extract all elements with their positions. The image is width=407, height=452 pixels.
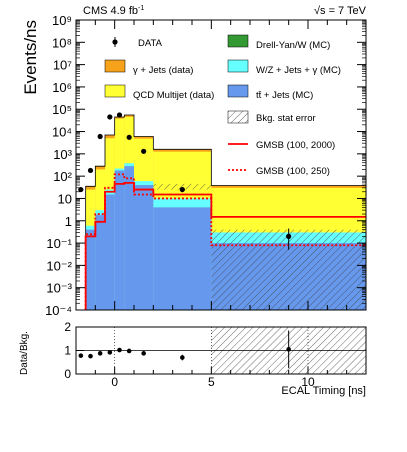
main-frame [75, 19, 367, 311]
legend-label-data: DATA [138, 38, 163, 49]
y-tick-label-1: 10⁻³ [46, 281, 72, 296]
legend-label-gmsb-250: GMSB (100, 250) [256, 166, 330, 177]
signal-lines [84, 173, 366, 310]
ratio-point-5 [126, 348, 132, 354]
y-tick-label-5: 10 [58, 191, 72, 206]
ratio-points [78, 330, 291, 369]
data-point-5 [126, 134, 132, 140]
main-axes: 10⁻⁴ 10⁻³ 10⁻² 10⁻¹ 1 10 10² 10³ 10⁴ 10⁵ 10⁶ 10⁷ 10⁸… [45, 13, 367, 318]
legend-swatch-wz-jets [227, 59, 249, 73]
data-point-4 [116, 112, 123, 118]
data-point-1 [87, 167, 94, 174]
data-point-0 [78, 186, 84, 193]
legend-swatch-bkg-error [227, 110, 249, 124]
y-axis-title: Events/ns [21, 20, 40, 95]
ratio-y-tick-label-2: 2 [64, 320, 71, 334]
ratio-axes: 0 1 2 0 5 10 [64, 320, 367, 389]
y-tick-label-9: 10⁵ [52, 102, 72, 117]
y-tick-label-10: 10⁶ [52, 80, 72, 95]
stack-bar-series-3-bin-2 [105, 194, 115, 310]
legend: DATA γ + Jets (data) QCD Multijet (data) Dr… [104, 34, 341, 177]
data-points [78, 112, 292, 250]
ratio-plot: 0 1 2 0 5 10 [64, 320, 367, 389]
data-point-6 [141, 148, 147, 154]
legend-label-wz-jets: W/Z + Jets + γ (MC) [256, 65, 341, 76]
ratio-point-3 [107, 350, 113, 355]
y-tick-label-7: 10³ [53, 147, 72, 162]
cms-lumi-label: CMS 4.9 fb-1 [83, 5, 144, 17]
x-tick-label-0: 0 [111, 375, 118, 389]
y-tick-label-0: 10⁻⁴ [45, 303, 72, 318]
y-tick-label-11: 10⁷ [53, 58, 72, 73]
x-axis-title: ECAL Timing [ns] [281, 385, 366, 397]
ratio-point-6 [141, 351, 146, 356]
legend-swatch-gamma-jets [104, 59, 126, 73]
ratio-point-8 [286, 347, 291, 352]
stack-outline [85, 114, 367, 310]
ratio-point-0 [78, 353, 84, 358]
main-plot: 10⁻⁴ 10⁻³ 10⁻² 10⁻¹ 1 10 10² 10³ 10⁴ 10⁵ 10⁶ 10⁷ 10⁸… [45, 13, 367, 318]
x-tick-label-2: 10 [301, 375, 315, 389]
legend-swatch-drell-yan [227, 34, 249, 48]
legend-label-qcd: QCD Multijet (data) [133, 90, 214, 101]
ratio-y-axis-title: Data/Bkg. [19, 331, 30, 375]
data-point-3 [107, 114, 113, 120]
legend-label-ttbar: tt̄ + Jets (MC) [256, 90, 313, 101]
ratio-point-2 [97, 351, 103, 356]
legend-label-gamma-jets: γ + Jets (data) [133, 65, 193, 76]
ratio-point-1 [88, 353, 93, 359]
y-tick-label-4: 1 [65, 214, 72, 229]
data-point-7 [179, 186, 185, 193]
y-tick-label-6: 10² [53, 169, 72, 184]
ratio-point-4 [117, 347, 122, 353]
ratio-y-tick-label-1: 1 [64, 344, 71, 358]
ratio-y-tick-label-0: 0 [64, 367, 71, 381]
cms-lumi-sup: -1 [138, 5, 144, 12]
y-tick-label-2: 10⁻² [46, 258, 72, 273]
legend-swatch-ttbar [227, 84, 249, 98]
legend-swatch-qcd [104, 84, 126, 98]
x-tick-label-1: 5 [208, 375, 215, 389]
stack-bar-series-3-bin-3 [114, 170, 125, 310]
bkg-error-band-bin-7 [153, 183, 212, 190]
stack-bar-series-3-bin-5 [134, 185, 154, 310]
y-tick-label-3: 10⁻¹ [46, 236, 72, 251]
y-tick-label-13: 10⁹ [52, 13, 72, 28]
data-point-8 [286, 233, 292, 239]
legend-label-gmsb-2000: GMSB (100, 2000) [256, 140, 335, 151]
cms-lumi-text: CMS 4.9 fb [83, 5, 138, 17]
ratio-point-7 [180, 355, 185, 360]
y-tick-label-8: 10⁴ [52, 125, 72, 140]
legend-label-bkg-error: Bkg. stat error [256, 113, 316, 124]
stack-bar-series-3-bin-0 [85, 229, 96, 310]
y-tick-label-12: 10⁸ [52, 35, 72, 50]
stack-bar-series-3-bin-4 [124, 166, 134, 310]
stack-bar-series-3-bin-6 [153, 207, 212, 310]
energy-label: √s = 7 TeV [314, 5, 367, 17]
data-point-2 [97, 133, 103, 140]
stack-bar-series-3-bin-1 [95, 215, 105, 310]
legend-label-drell-yan: Drell-Yan/W (MC) [256, 40, 330, 51]
